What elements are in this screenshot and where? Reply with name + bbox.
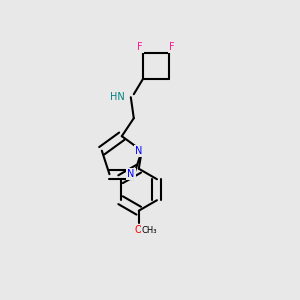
Text: F: F <box>169 42 175 52</box>
Text: N: N <box>128 169 135 179</box>
Text: F: F <box>137 42 142 52</box>
Text: N: N <box>135 146 142 156</box>
Text: HN: HN <box>110 92 125 102</box>
Text: CH₃: CH₃ <box>142 226 157 235</box>
Text: O: O <box>135 225 142 235</box>
